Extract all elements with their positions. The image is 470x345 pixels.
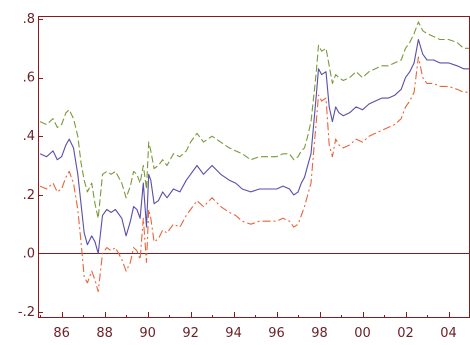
x-tick-label: 88	[96, 326, 113, 341]
x-tick-label: 94	[225, 326, 242, 341]
x-tick-label: 86	[53, 326, 70, 341]
y-tick-label: .0	[23, 246, 35, 261]
x-tick-label: 90	[139, 326, 156, 341]
x-tick-label: 96	[268, 326, 285, 341]
x-tick-label: 00	[354, 326, 371, 341]
series-line-upper	[39, 21, 470, 219]
tick-marks	[38, 19, 450, 318]
x-tick-label: 04	[440, 326, 457, 341]
y-tick-labels: .8 .6 .4 .2 .0 -.2	[18, 12, 35, 320]
plot-frame	[38, 16, 470, 318]
y-tick-label: .4	[23, 129, 35, 144]
x-tick-label: 02	[397, 326, 414, 341]
series-line-middle	[39, 38, 470, 255]
x-tick-labels: 86 88 90 92 94 96 98 00 02 04	[53, 326, 456, 341]
y-tick-label: -.2	[18, 305, 35, 320]
y-tick-label: .6	[23, 71, 35, 86]
series-group	[39, 21, 470, 293]
series-line-lower	[39, 56, 470, 293]
x-tick-label: 98	[311, 326, 328, 341]
y-tick-label: .8	[23, 12, 35, 27]
x-tick-label: 92	[182, 326, 199, 341]
y-tick-label: .2	[23, 188, 35, 203]
